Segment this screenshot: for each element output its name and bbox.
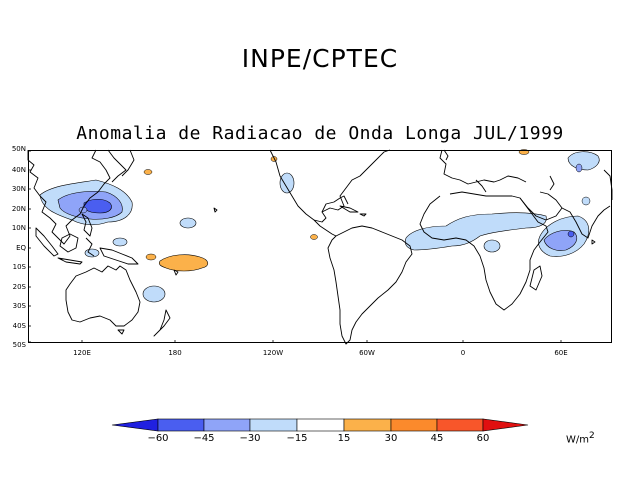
coast-borneo	[59, 233, 79, 253]
coast-fiji	[173, 269, 179, 276]
colorbar-label-30: 30	[384, 433, 398, 444]
anomaly-negative-indonesia	[84, 248, 100, 258]
colorbar-cell-3	[249, 418, 298, 432]
colorbar-cell-1	[157, 418, 205, 432]
coast-north-america	[269, 149, 391, 223]
coast-cuba	[339, 205, 359, 213]
anomaly-negative-central-asia-core	[575, 163, 583, 173]
anomaly-negative-atlantic-africa-band	[404, 212, 547, 251]
coast-korea-japan	[107, 149, 127, 183]
lat-label-30n: 30N	[11, 185, 26, 193]
lat-label-40n: 40N	[11, 166, 26, 174]
coast-hawaii	[213, 207, 218, 213]
unit-power: 2	[589, 431, 595, 441]
coast-madagascar	[529, 265, 543, 291]
coast-india	[561, 205, 611, 239]
coast-italy	[475, 179, 487, 193]
colorbar-label-m15: −15	[286, 433, 308, 444]
lon-label-60w: 60W	[359, 349, 375, 357]
anomaly-positive-small-b	[143, 169, 153, 175]
coast-east-asia	[27, 149, 111, 245]
map-frame	[28, 150, 612, 343]
coast-sulawesi	[85, 237, 95, 257]
colorbar-label-m45: −45	[193, 433, 215, 444]
colorbar-cell-5	[343, 418, 392, 432]
colorbar-label-m60: −60	[147, 433, 169, 444]
anomaly-negative-central-asia	[567, 151, 600, 171]
lon-label-120w: 120W	[262, 349, 284, 357]
colorbar-cell-2	[203, 418, 251, 432]
coast-australia	[65, 265, 141, 327]
colorbar-cell-7	[436, 418, 484, 432]
colorbar-label-45: 45	[430, 433, 444, 444]
colorbar-label-m30: −30	[239, 433, 261, 444]
anomaly-negative-indian-ocean-core	[567, 230, 575, 238]
colorbar	[111, 418, 529, 432]
coast-south-america	[327, 225, 413, 345]
anomaly-fields	[39, 149, 600, 303]
organization-title: INPE/CPTEC	[241, 44, 399, 73]
colorbar-cell-4	[296, 418, 345, 432]
lat-label-eq: EQ	[16, 244, 26, 252]
anomaly-negative-central-pacific	[179, 217, 197, 229]
colorbar-arrow-right	[482, 418, 529, 432]
coast-british-isles	[443, 149, 449, 161]
anomaly-negative-east-africa	[483, 239, 501, 253]
colorbar-cell-6	[390, 418, 438, 432]
colorbar-label-15: 15	[337, 433, 351, 444]
anomaly-positive-central-pacific	[158, 254, 209, 272]
anomaly-negative-near-png	[112, 237, 128, 247]
lat-label-30s: 30S	[12, 302, 26, 310]
coast-philippines	[81, 213, 93, 237]
coast-mediterranean-south	[449, 191, 512, 197]
coast-europe	[439, 149, 527, 185]
lat-label-10s: 10S	[12, 263, 26, 271]
unit-label: W/m2	[566, 431, 595, 445]
anomaly-negative-coral-sea	[142, 285, 166, 303]
coast-tasmania	[117, 329, 125, 335]
lon-label-0: 0	[460, 349, 466, 357]
coast-asia-east-edge	[603, 169, 613, 200]
coast-sri-lanka	[591, 239, 596, 245]
longitude-ticks	[81, 340, 562, 343]
lat-label-40s: 40S	[12, 322, 26, 330]
anomaly-negative-japan	[581, 196, 591, 206]
latitude-ticks	[28, 150, 31, 343]
colorbar-label-60: 60	[476, 433, 490, 444]
coastlines	[27, 149, 613, 345]
lon-label-60e: 60E	[554, 349, 568, 357]
lon-label-120e: 120E	[73, 349, 91, 357]
anomaly-negative-mexico	[279, 172, 295, 194]
coast-new-zealand	[153, 309, 171, 337]
lat-label-20s: 20S	[12, 283, 26, 291]
coast-central-america	[313, 219, 337, 237]
coast-sumatra	[35, 227, 59, 257]
coast-hispaniola	[359, 213, 367, 217]
map-title: Anomalia de Radiacao de Onda Longa JUL/1…	[76, 123, 564, 144]
coast-new-guinea	[99, 247, 139, 265]
coast-japan	[121, 149, 135, 177]
lat-label-50s: 50S	[12, 341, 26, 349]
anomaly-positive-small-d	[310, 234, 318, 240]
colorbar-arrow-left	[111, 418, 159, 432]
anomaly-positive-small-a	[145, 253, 157, 261]
lon-label-180: 180	[168, 349, 182, 357]
lat-label-50n: 50N	[11, 145, 26, 153]
lat-label-20n: 20N	[11, 205, 26, 213]
coast-gulf-florida	[321, 195, 349, 213]
coast-java	[57, 257, 83, 265]
anomaly-negative-west-pacific-core	[83, 198, 112, 214]
coast-africa	[419, 195, 549, 311]
coast-arabia	[519, 191, 563, 221]
coast-caspian	[549, 175, 555, 191]
unit-text: W/m	[566, 434, 589, 446]
lat-label-10n: 10N	[11, 224, 26, 232]
